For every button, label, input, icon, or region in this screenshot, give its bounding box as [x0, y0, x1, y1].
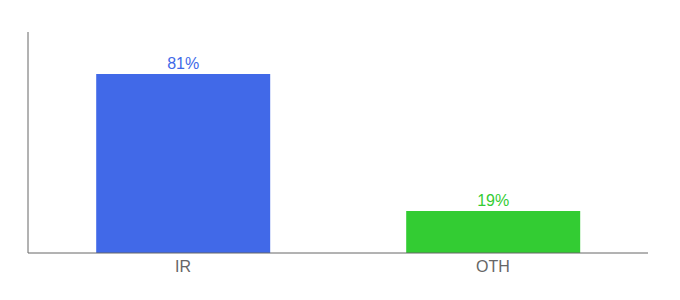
svg-text:81%: 81%	[167, 55, 199, 72]
svg-text:IR: IR	[175, 258, 191, 275]
svg-text:OTH: OTH	[476, 258, 510, 275]
svg-text:19%: 19%	[477, 192, 509, 209]
